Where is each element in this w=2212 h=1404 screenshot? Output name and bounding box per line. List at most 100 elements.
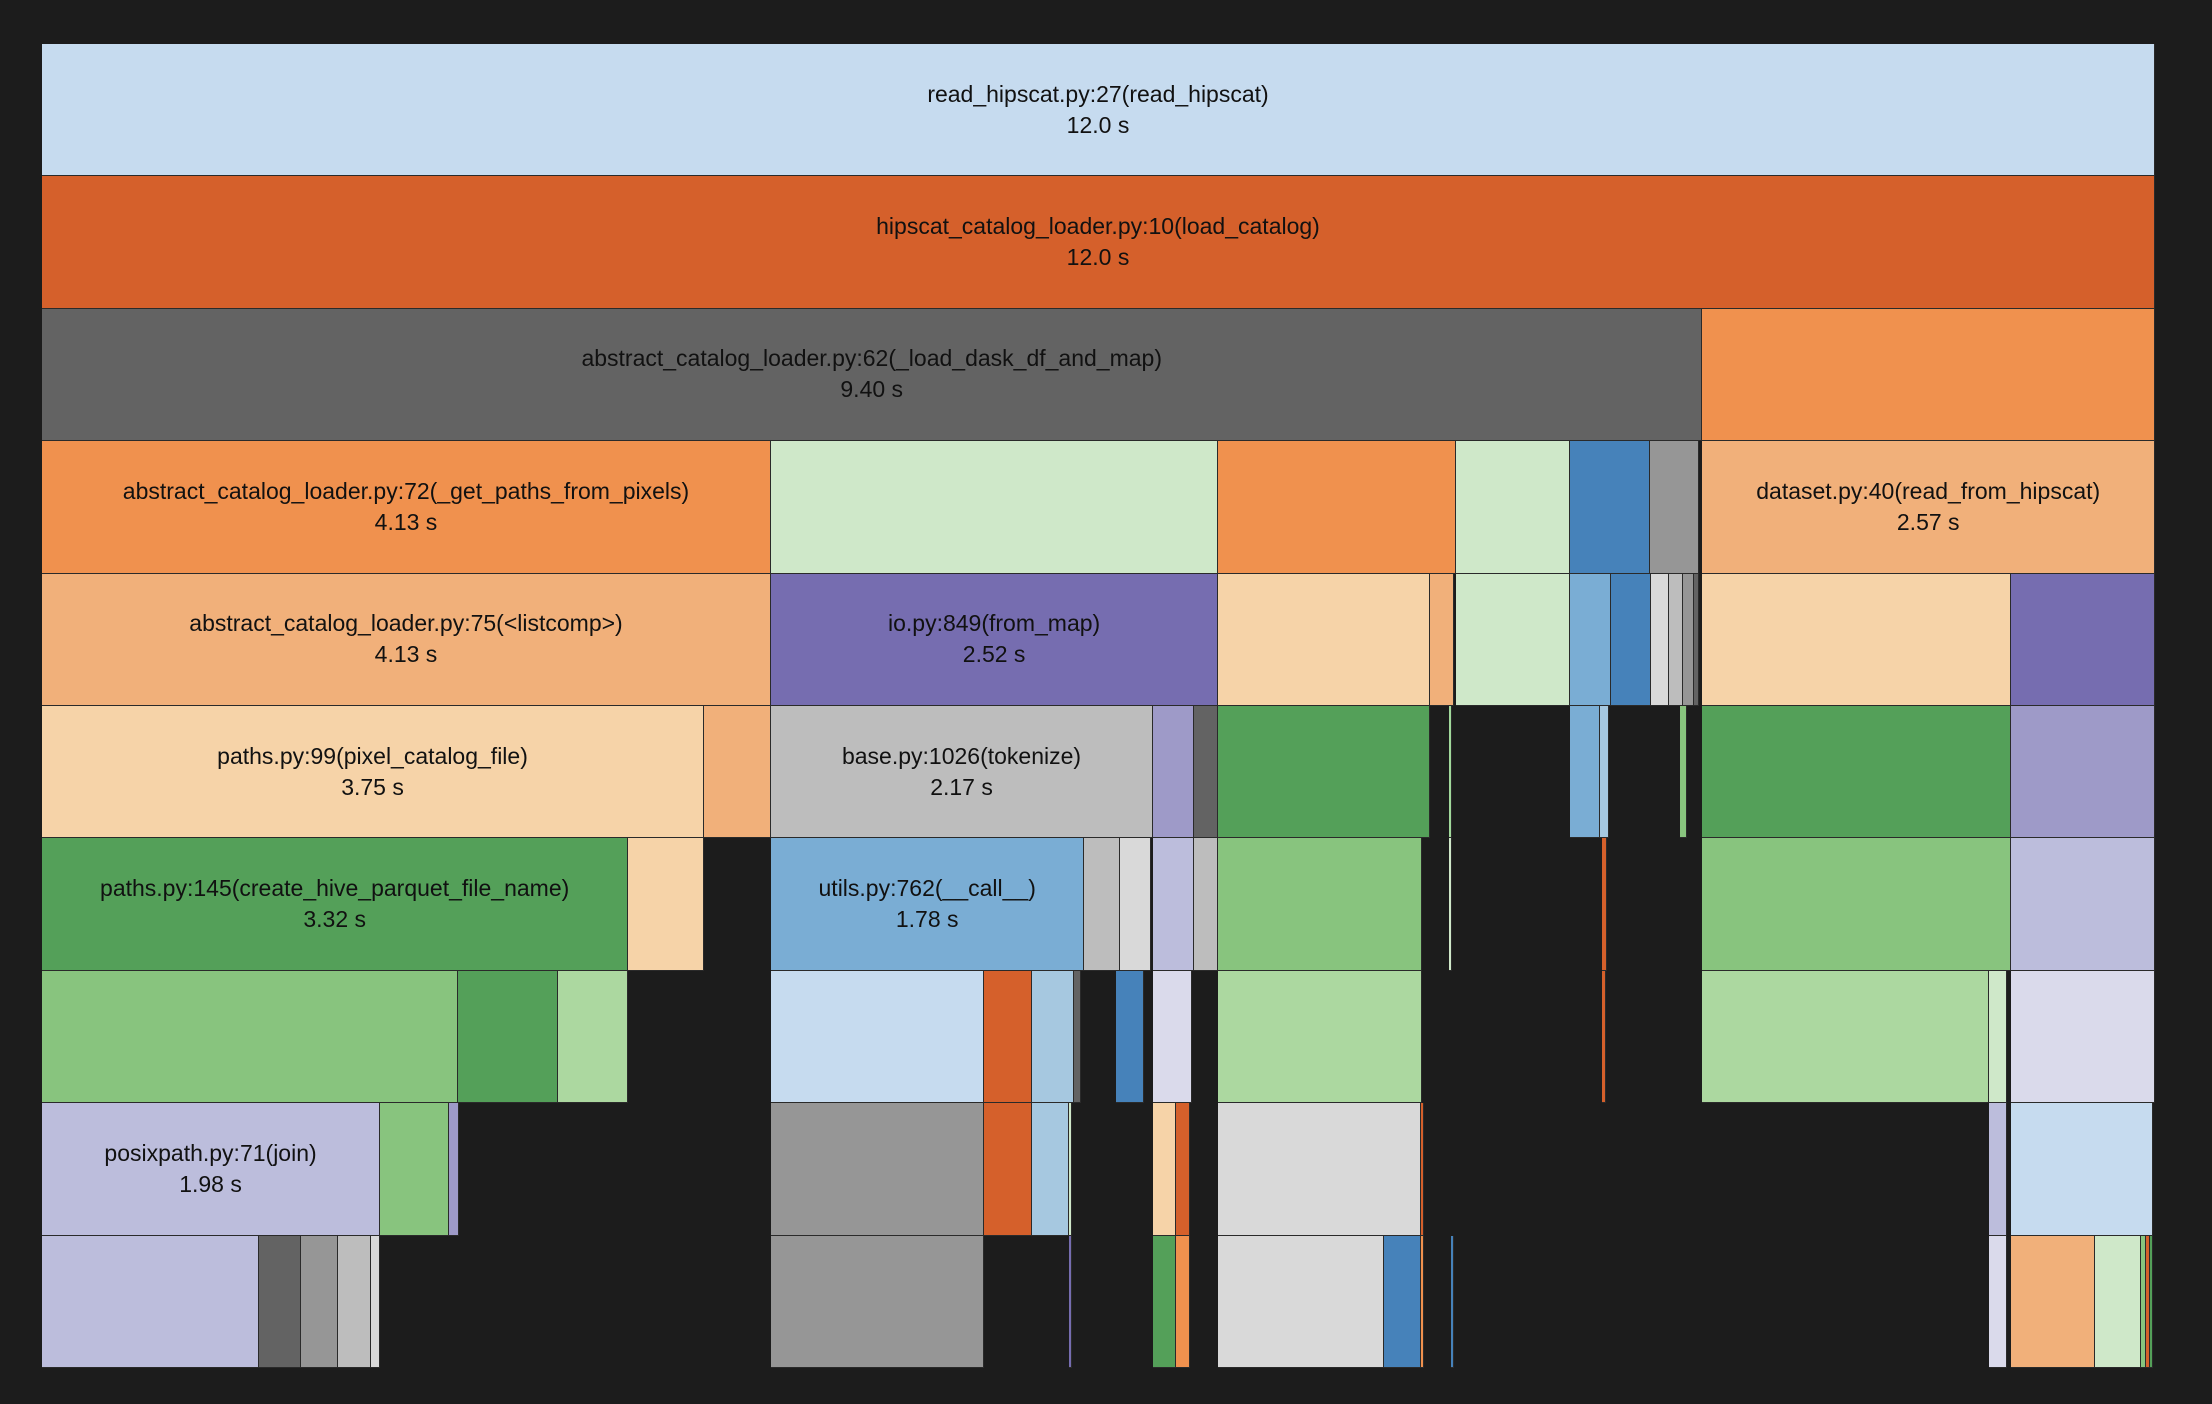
flame-frame[interactable]: abstract_catalog_loader.py:75(<listcomp>… xyxy=(42,573,771,706)
flame-frame[interactable] xyxy=(448,1103,460,1236)
flame-frame[interactable] xyxy=(1683,573,1694,706)
flame-frame[interactable] xyxy=(1679,706,1687,839)
flame-frame[interactable] xyxy=(2010,838,2155,971)
frame-duration: 9.40 s xyxy=(840,376,904,403)
flame-frame[interactable]: read_hipscat.py:27(read_hipscat) 12.0 s xyxy=(42,44,2155,177)
flame-frame[interactable] xyxy=(1031,1103,1069,1236)
flame-frame[interactable] xyxy=(1570,706,1601,839)
flame-frame[interactable]: posixpath.py:71(join) 1.98 s xyxy=(42,1103,381,1236)
flame-frame[interactable] xyxy=(2149,1235,2154,1368)
flame-frame[interactable] xyxy=(2010,573,2155,706)
flame-frame[interactable] xyxy=(704,706,771,839)
flame-frame[interactable] xyxy=(2010,1103,2154,1236)
flame-frame[interactable] xyxy=(984,970,1032,1104)
flame-frame[interactable] xyxy=(2140,1235,2147,1368)
flame-frame[interactable]: hipscat_catalog_loader.py:10(load_catalo… xyxy=(42,176,2155,309)
flame-frame[interactable] xyxy=(1600,706,1610,839)
flame-frame[interactable] xyxy=(1153,1103,1176,1236)
flame-frame[interactable] xyxy=(1989,1235,2008,1368)
flame-frame[interactable] xyxy=(984,1103,1032,1236)
flame-frame[interactable] xyxy=(1175,1235,1191,1368)
flame-frame[interactable]: abstract_catalog_loader.py:62(_load_dask… xyxy=(42,308,1703,442)
flame-frame[interactable] xyxy=(371,1235,381,1368)
flame-frame[interactable] xyxy=(1610,573,1652,706)
frame-duration: 1.98 s xyxy=(179,1170,242,1197)
flame-frame[interactable] xyxy=(770,441,1219,574)
flame-frame[interactable] xyxy=(1989,1103,2008,1236)
flame-frame[interactable] xyxy=(337,1235,372,1368)
flame-frame[interactable]: utils.py:762(__call__) 1.78 s xyxy=(770,838,1085,971)
flame-frame[interactable] xyxy=(1702,573,2011,706)
flame-frame[interactable] xyxy=(628,838,705,971)
flame-frame[interactable] xyxy=(1429,573,1455,706)
frame-duration: 12.0 s xyxy=(1066,111,1130,138)
flame-frame[interactable] xyxy=(258,1235,301,1368)
flame-frame[interactable] xyxy=(557,970,629,1104)
flame-frame[interactable] xyxy=(770,970,985,1104)
flame-frame[interactable] xyxy=(1031,970,1074,1104)
flame-frame[interactable] xyxy=(1649,441,1699,574)
flame-frame[interactable] xyxy=(457,970,558,1104)
flame-frame[interactable] xyxy=(1119,838,1152,971)
flame-frame[interactable] xyxy=(1218,441,1456,574)
flame-frame[interactable] xyxy=(1084,838,1120,971)
flame-frame[interactable] xyxy=(1153,706,1194,839)
flame-frame[interactable] xyxy=(1702,706,2011,839)
frame-duration: 3.75 s xyxy=(341,773,404,800)
flame-frame[interactable] xyxy=(1218,1235,1384,1368)
flame-frame[interactable] xyxy=(1153,970,1192,1104)
flame-frame[interactable] xyxy=(1602,970,1606,1104)
flame-frame[interactable] xyxy=(1570,441,1650,574)
flame-frame[interactable] xyxy=(1570,573,1611,706)
flame-frame[interactable] xyxy=(1669,573,1684,706)
flame-frame[interactable]: paths.py:145(create_hive_parquet_file_na… xyxy=(42,838,629,971)
flame-frame[interactable] xyxy=(1175,1103,1191,1236)
frame-label: paths.py:145(create_hive_parquet_file_na… xyxy=(100,875,570,902)
flame-frame[interactable] xyxy=(1420,1103,1425,1236)
flame-frame[interactable] xyxy=(1068,1103,1073,1236)
flame-frame[interactable] xyxy=(1073,970,1081,1104)
flame-frame[interactable] xyxy=(770,1103,985,1236)
flame-frame[interactable] xyxy=(1383,1235,1421,1368)
flame-frame[interactable] xyxy=(1450,1235,1455,1368)
flame-frame[interactable] xyxy=(1068,1235,1073,1368)
flame-frame[interactable] xyxy=(1702,838,2011,971)
flame-frame[interactable] xyxy=(1193,706,1219,839)
flame-frame[interactable] xyxy=(1448,838,1453,971)
flame-frame[interactable] xyxy=(380,1103,449,1236)
flame-frame[interactable] xyxy=(1455,573,1571,706)
flame-frame[interactable] xyxy=(1153,838,1194,971)
flame-frame[interactable] xyxy=(300,1235,338,1368)
flame-frame[interactable] xyxy=(1218,838,1423,971)
flame-frame[interactable] xyxy=(1116,970,1145,1104)
flame-frame[interactable] xyxy=(2010,1235,2096,1368)
flame-frame[interactable] xyxy=(1702,308,2155,442)
frame-label: abstract_catalog_loader.py:75(<listcomp>… xyxy=(189,610,623,637)
flame-frame[interactable] xyxy=(1693,573,1699,706)
flame-frame[interactable] xyxy=(2010,706,2155,839)
flame-frame[interactable]: io.py:849(from_map) 2.52 s xyxy=(770,573,1219,706)
flame-frame[interactable] xyxy=(42,970,458,1104)
flame-frame[interactable] xyxy=(1989,970,2008,1104)
flame-frame[interactable] xyxy=(1218,706,1430,839)
flame-frame[interactable] xyxy=(2010,970,2155,1104)
flame-frame[interactable] xyxy=(770,1235,985,1368)
flame-frame[interactable] xyxy=(1448,706,1453,839)
flame-frame[interactable] xyxy=(1153,1235,1176,1368)
flame-frame[interactable] xyxy=(1455,441,1571,574)
flame-frame[interactable] xyxy=(1218,970,1423,1104)
flame-frame[interactable] xyxy=(1218,1103,1421,1236)
flame-frame[interactable] xyxy=(42,1235,259,1368)
flame-frame[interactable] xyxy=(2095,1235,2141,1368)
flame-frame[interactable] xyxy=(1420,1235,1425,1368)
flame-frame[interactable]: abstract_catalog_loader.py:72(_get_paths… xyxy=(42,441,771,574)
flame-frame[interactable] xyxy=(1702,970,1990,1104)
flame-frame[interactable]: dataset.py:40(read_from_hipscat) 2.57 s xyxy=(1702,441,2155,574)
flame-frame[interactable] xyxy=(1193,838,1219,971)
flame-frame[interactable] xyxy=(2146,1235,2150,1368)
flame-frame[interactable] xyxy=(1218,573,1430,706)
flame-frame[interactable] xyxy=(1602,838,1608,971)
flame-frame[interactable]: paths.py:99(pixel_catalog_file) 3.75 s xyxy=(42,706,705,839)
flame-frame[interactable] xyxy=(1651,573,1669,706)
flame-frame[interactable]: base.py:1026(tokenize) 2.17 s xyxy=(770,706,1154,839)
